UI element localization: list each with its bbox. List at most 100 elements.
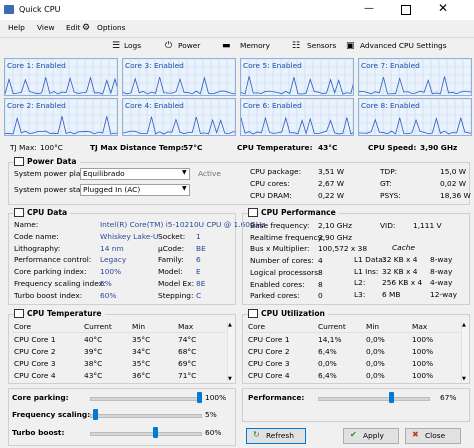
field-value: E bbox=[196, 267, 201, 277]
button-label[interactable]: Close bbox=[425, 431, 446, 440]
field-label: Parked cores: bbox=[250, 291, 300, 301]
menu-item[interactable]: View bbox=[37, 23, 55, 32]
combo-arrow: ▼ bbox=[182, 169, 187, 176]
panel bbox=[8, 162, 470, 205]
toolbar-button[interactable]: Sensors bbox=[307, 41, 337, 50]
field-value: C bbox=[196, 290, 202, 300]
core-graph bbox=[4, 58, 118, 96]
column-header: Current bbox=[84, 322, 112, 331]
slider-label: Core parking: bbox=[12, 393, 69, 402]
slider-thumb[interactable] bbox=[153, 427, 158, 438]
window-title: Quick CPU bbox=[19, 5, 61, 14]
table-core: CPU Core 4 bbox=[14, 371, 56, 380]
limit-value: 18,36 W bbox=[440, 191, 471, 200]
field-label: System power state: bbox=[14, 185, 91, 194]
table-core: CPU Core 2 bbox=[14, 347, 56, 356]
table-core: CPU Core 1 bbox=[248, 335, 290, 344]
scroll-up: ▲ bbox=[228, 322, 232, 328]
toolbar-button[interactable]: Logs bbox=[124, 41, 142, 50]
status-label: TJ Max Distance Temp: bbox=[90, 143, 184, 152]
limit-value: 0,02 W bbox=[440, 179, 467, 188]
table-core: CPU Core 1 bbox=[14, 335, 56, 344]
panel bbox=[8, 314, 236, 384]
table-value: 0,0% bbox=[366, 335, 385, 344]
panel-title: CPU Performance bbox=[259, 208, 339, 218]
limit-label: PSYS: bbox=[380, 191, 401, 200]
field-value: 4 bbox=[318, 256, 323, 266]
field-value: 0 bbox=[318, 291, 323, 301]
slider-thumb[interactable] bbox=[388, 392, 394, 403]
toolbar-icon: ☷ bbox=[292, 41, 301, 51]
action-button[interactable] bbox=[343, 428, 399, 444]
panel-icon bbox=[248, 309, 258, 318]
field-label: Lithography: bbox=[14, 243, 61, 253]
toolbar-button[interactable]: Advanced CPU Settings bbox=[360, 41, 447, 50]
table-value: 36°C bbox=[132, 371, 151, 380]
slider-track[interactable] bbox=[318, 397, 430, 401]
action-button[interactable] bbox=[246, 428, 306, 444]
toolbar-button[interactable]: Memory bbox=[240, 41, 271, 50]
field-value: 14 nm bbox=[100, 243, 124, 253]
slider-thumb[interactable] bbox=[197, 392, 202, 403]
button-icon: ✖ bbox=[412, 430, 419, 439]
maximize-button[interactable] bbox=[401, 5, 411, 15]
column-header: Core bbox=[248, 322, 266, 331]
panel-icon bbox=[248, 208, 258, 217]
table-value: 68°C bbox=[178, 347, 197, 356]
slider-track[interactable] bbox=[90, 414, 202, 418]
slider-thumb[interactable] bbox=[92, 409, 98, 420]
reading-value: 0,22 W bbox=[318, 191, 345, 200]
field-label: Model: bbox=[158, 267, 183, 277]
cache-value: 8-way bbox=[430, 266, 453, 276]
menu-item[interactable]: Edit bbox=[66, 23, 81, 32]
menu-item[interactable]: Options bbox=[97, 23, 126, 32]
field-value: 3,90 GHz bbox=[318, 232, 352, 242]
field-value: 100% bbox=[100, 267, 122, 277]
slider-track[interactable] bbox=[90, 397, 202, 401]
table-value: 100% bbox=[412, 359, 434, 368]
table-value: 71°C bbox=[178, 371, 197, 380]
table-value: 0,0% bbox=[318, 359, 337, 368]
power-plan-combo[interactable] bbox=[80, 168, 190, 180]
table-value: 34°C bbox=[132, 347, 151, 356]
status-label: CPU Speed: bbox=[368, 143, 417, 152]
field-value: 5% bbox=[100, 279, 112, 288]
cache-value: 8-way bbox=[430, 255, 453, 264]
button-label[interactable]: Refresh bbox=[266, 431, 294, 440]
table-value: 39°C bbox=[84, 347, 103, 356]
column-header: Core bbox=[14, 322, 32, 331]
action-button[interactable] bbox=[405, 428, 461, 444]
toolbar-icon: ▬ bbox=[222, 41, 231, 51]
field-value: Whiskey Lake-U bbox=[100, 231, 159, 241]
title-bar bbox=[0, 0, 474, 20]
power-state-combo[interactable] bbox=[80, 184, 190, 196]
table-value: 43°C bbox=[84, 371, 103, 380]
minimize-button[interactable]: — bbox=[364, 3, 374, 14]
status-value: 43°C bbox=[318, 143, 338, 152]
app-icon bbox=[4, 5, 14, 14]
button-label[interactable]: Apply bbox=[363, 431, 384, 440]
toolbar-icon: ⏻ bbox=[165, 41, 173, 51]
table-core: CPU Core 4 bbox=[248, 371, 290, 380]
close-window-button[interactable]: ✕ bbox=[438, 1, 449, 15]
reading-value: 3,51 W bbox=[318, 167, 345, 176]
core-graph bbox=[4, 98, 118, 136]
cache-value: 6 MB bbox=[382, 290, 401, 300]
limit-label: TDP: bbox=[380, 167, 398, 176]
field-value: 1,111 V bbox=[413, 221, 442, 230]
panel-title: CPU Utilization bbox=[259, 309, 328, 319]
table-core: CPU Core 3 bbox=[248, 359, 290, 368]
core-graph bbox=[240, 98, 354, 136]
scroll-down: ▼ bbox=[228, 376, 232, 382]
panel-icon bbox=[14, 309, 24, 318]
scrollbar[interactable] bbox=[461, 321, 469, 382]
menu-item[interactable]: Help bbox=[8, 23, 25, 32]
field-value: 60% bbox=[100, 290, 117, 300]
toolbar-button[interactable]: Power bbox=[178, 41, 201, 50]
table-value: 6,4% bbox=[318, 371, 337, 380]
slider-track[interactable] bbox=[90, 432, 202, 436]
scrollbar[interactable] bbox=[227, 321, 235, 382]
status-value: 3,90 GHz bbox=[420, 143, 458, 152]
button-icon: ↻ bbox=[253, 430, 260, 439]
plan-status: Active bbox=[198, 169, 221, 178]
